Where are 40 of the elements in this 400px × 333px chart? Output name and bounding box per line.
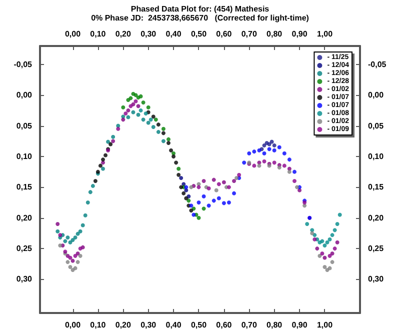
x2-tick-label: 0,20 bbox=[115, 30, 132, 38]
y-tick-label: -0,05 bbox=[14, 60, 33, 69]
x-tick-label: 0,60 bbox=[216, 320, 232, 330]
x2-tick-label: 0,50 bbox=[190, 30, 208, 38]
y2-tick-label: 0,20 bbox=[368, 213, 384, 222]
y-tick-label: 0,05 bbox=[16, 121, 33, 130]
x-tick-label: 1,00 bbox=[316, 320, 334, 330]
x-tick-label: 0,10 bbox=[90, 320, 106, 330]
y-tick-label: 0,10 bbox=[16, 152, 33, 161]
x-tick-label: 0,30 bbox=[140, 320, 157, 330]
x2-tick-label: 0,10 bbox=[90, 30, 106, 38]
y2-tick-label: 0,00 bbox=[368, 90, 384, 100]
y-tick-label: 0,25 bbox=[16, 244, 33, 254]
y-tick-label: 0,15 bbox=[16, 182, 33, 192]
chart-title: Phased Data Plot for: (454) Mathesis bbox=[130, 4, 270, 14]
y2-tick-label: 0,15 bbox=[368, 182, 384, 192]
x2-tick-label: 0,80 bbox=[266, 30, 283, 38]
x2-tick-label: 0,40 bbox=[166, 30, 182, 38]
x2-tick-label: 0,70 bbox=[241, 30, 258, 38]
y-tick-label: 0,00 bbox=[16, 90, 33, 100]
y2-tick-label: 0,05 bbox=[368, 121, 384, 130]
y2-tick-label: 0,30 bbox=[368, 274, 384, 284]
x-tick-label: 0,50 bbox=[190, 320, 208, 330]
x2-tick-label: 0,30 bbox=[140, 30, 157, 38]
x2-tick-label: 1,00 bbox=[316, 30, 334, 38]
x-tick-label: 0,00 bbox=[64, 320, 82, 330]
chart-subtitle: 0% Phase JD: 2453738,665670 (Corrected for light-time) bbox=[91, 14, 310, 22]
x-tick-label: 0,70 bbox=[241, 320, 258, 330]
x2-tick-label: 0,00 bbox=[64, 30, 82, 38]
x-tick-label: 0,90 bbox=[292, 320, 308, 330]
x-tick-label: 0,20 bbox=[115, 320, 132, 330]
y-tick-label: 0,30 bbox=[16, 274, 33, 284]
x2-tick-label: 0,90 bbox=[292, 30, 308, 38]
x-tick-label: 0,80 bbox=[266, 320, 283, 330]
y-tick-label: 0,20 bbox=[16, 213, 33, 222]
x-tick-label: 0,40 bbox=[166, 320, 182, 330]
y2-tick-label: 0,25 bbox=[368, 244, 384, 254]
y2-tick-label: 0,10 bbox=[368, 152, 384, 161]
y2-tick-label: -0,05 bbox=[368, 60, 387, 69]
x2-tick-label: 0,60 bbox=[216, 30, 232, 38]
